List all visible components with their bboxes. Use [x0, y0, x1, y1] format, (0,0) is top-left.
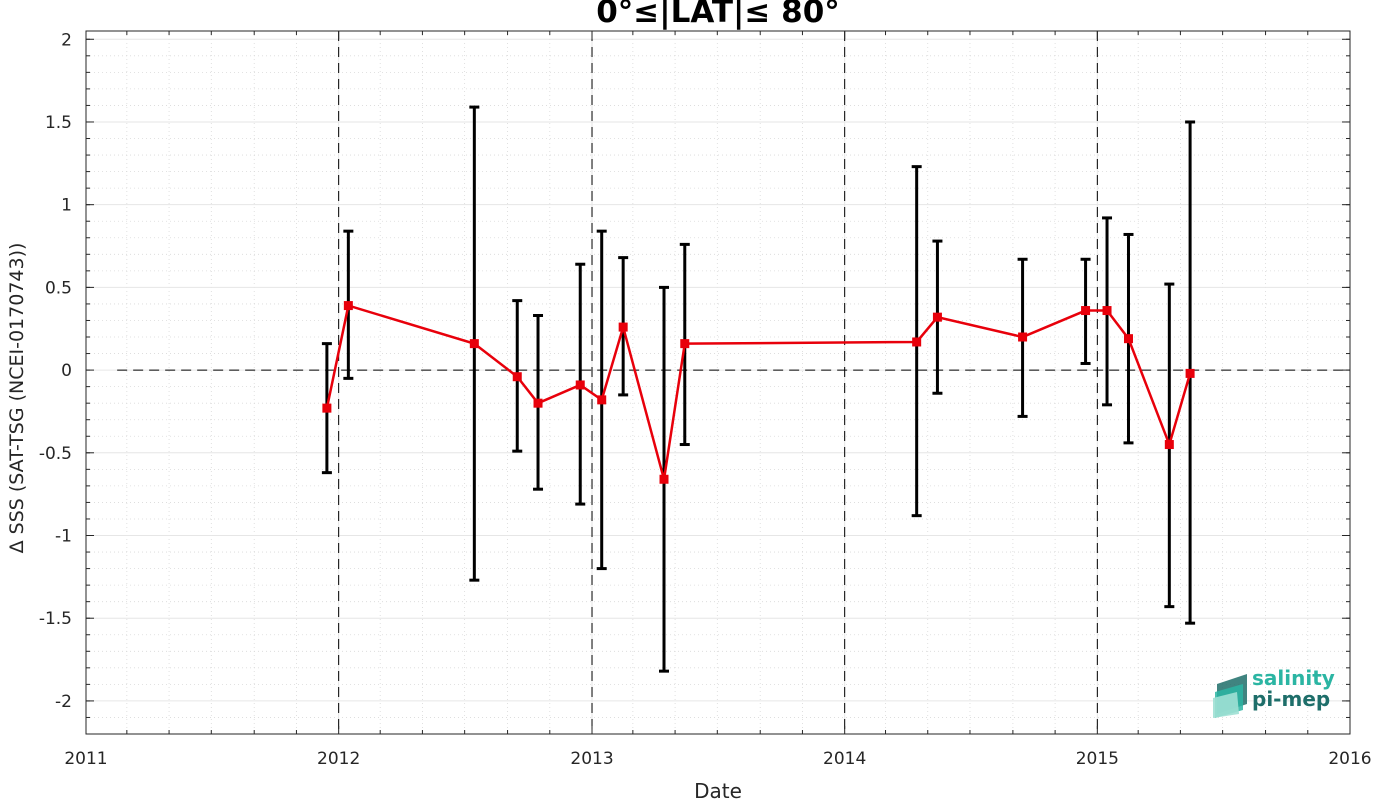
axes-box [85, 30, 1351, 735]
y-tick-label: 0 [61, 361, 72, 381]
x-tick-label: 2012 [317, 749, 360, 769]
data-point-marker [1018, 332, 1028, 342]
y-tick-label: -2 [55, 692, 72, 712]
x-tick-label: 2013 [570, 749, 613, 769]
data-point-marker [618, 322, 628, 332]
x-tick-label: 2014 [823, 749, 866, 769]
data-point-marker [1081, 306, 1091, 316]
y-tick-label: 1 [61, 196, 72, 216]
y-tick-label: 1.5 [45, 113, 72, 133]
y-tick-label: -1 [55, 527, 72, 547]
y-axis-label: Δ SSS (SAT-TSG (NCEI-0170743)) [6, 242, 28, 554]
chart-title: 0°≤|LAT|≤ 80° [596, 0, 840, 30]
x-tick-label: 2015 [1076, 749, 1119, 769]
data-point-marker [1102, 306, 1112, 316]
wave-logo-icon [1213, 674, 1247, 718]
y-tick-label: -1.5 [39, 609, 72, 629]
data-point-marker [932, 312, 942, 322]
x-axis-label: Date [694, 779, 742, 803]
x-tick-label: 2011 [64, 749, 107, 769]
data-point-marker [533, 398, 543, 408]
x-tick-label: 2016 [1328, 749, 1371, 769]
data-point-marker [469, 339, 479, 349]
data-point-marker [575, 380, 585, 390]
data-point-marker [659, 474, 669, 484]
logo-text-salinity: salinity [1252, 666, 1335, 690]
data-point-marker [597, 395, 607, 405]
series-line [325, 303, 1192, 480]
logo-text-pi-mep: pi-mep [1252, 687, 1331, 711]
data-point-marker [680, 339, 690, 349]
y-tick-label: 2 [61, 30, 72, 50]
salinity-pimep-logo: salinity pi-mep [1213, 668, 1343, 718]
data-point-marker [1123, 334, 1133, 344]
plot-area [86, 31, 1350, 734]
y-tick-label: -0.5 [39, 444, 72, 464]
data-point-marker [343, 301, 353, 311]
data-point-marker [1164, 440, 1174, 450]
data-point-marker [912, 337, 922, 347]
y-tick-label: 0.5 [45, 278, 72, 298]
data-point-marker [512, 372, 522, 382]
data-point-marker [1185, 368, 1195, 378]
data-point-marker [322, 403, 332, 413]
